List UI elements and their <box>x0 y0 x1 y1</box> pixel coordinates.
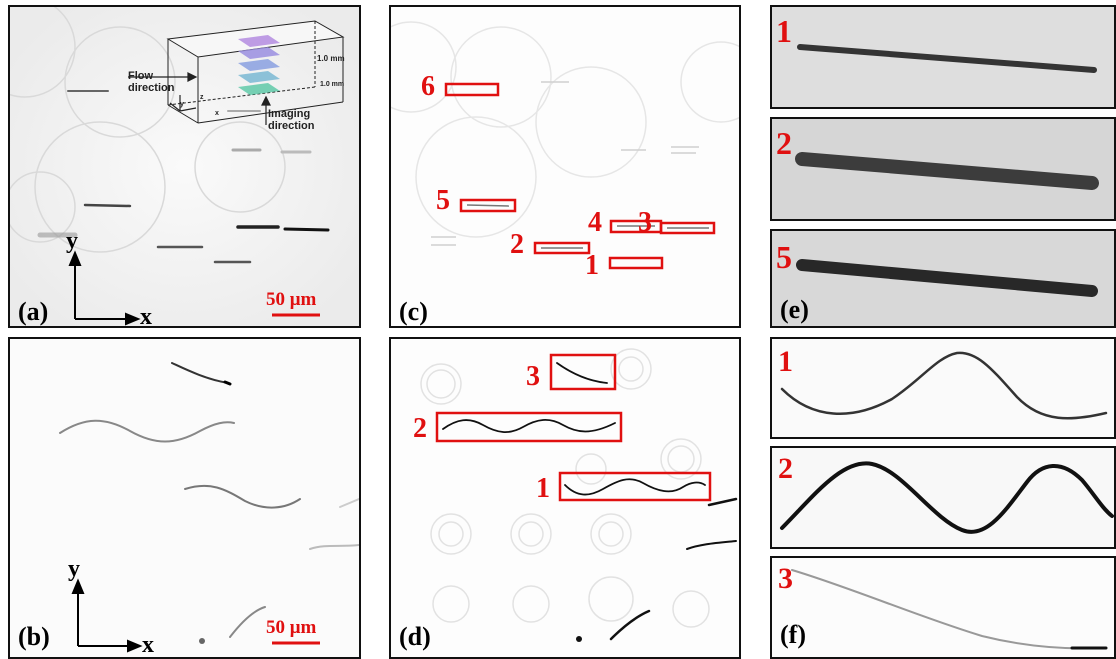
imaging-planes <box>238 35 280 95</box>
box-d-2 <box>435 411 623 443</box>
box-d-label-3: 3 <box>526 361 540 392</box>
box-5 <box>459 198 517 213</box>
tile-f-label-1: 1 <box>778 345 793 378</box>
tile-f-3: 3 <box>770 556 1116 659</box>
box-label-2: 2 <box>510 229 524 260</box>
panel-c-image <box>391 21 739 270</box>
box-label-6: 6 <box>421 71 435 102</box>
box-d-label-2: 2 <box>413 413 427 444</box>
tile-e-label-2: 2 <box>776 125 792 161</box>
tile-f-label-2: 2 <box>778 452 793 485</box>
axis-x-label: x <box>140 304 152 328</box>
tile-e-2: 2 <box>770 117 1116 221</box>
box-6 <box>444 82 500 97</box>
tile-e-5: 5 <box>770 229 1116 328</box>
panel-label-a: (a) <box>18 297 49 326</box>
tile-e-label-5: 5 <box>776 239 792 275</box>
tile-f-1: 1 <box>770 337 1116 439</box>
panel-label-c: (c) <box>399 297 428 326</box>
tile-e-label-1: 1 <box>776 13 792 49</box>
panel-b-image <box>59 362 359 653</box>
box-2 <box>533 241 591 255</box>
panel-label-e: (e) <box>780 295 809 324</box>
panel-b: y x 50 μm (b) <box>8 337 361 659</box>
panel-label-f: (f) <box>780 620 806 649</box>
panel-c: 6 5 4 3 2 1 (c) <box>389 5 741 328</box>
channel-depth-label: 1.0 mm <box>320 81 345 88</box>
box-label-4: 4 <box>588 207 602 238</box>
panel-f: 1 2 3 (f) <box>770 337 1116 659</box>
box-d-1 <box>558 471 712 502</box>
tile-f-label-3: 3 <box>778 562 793 595</box>
box-label-5: 5 <box>436 185 450 216</box>
panel-a: Flow direction Imaging direction 1.0 mm … <box>8 5 361 328</box>
box-3 <box>659 221 716 235</box>
scale-bar-label-b: 50 μm <box>266 617 317 638</box>
box-1 <box>608 256 664 270</box>
axis-x-label-b: x <box>142 632 154 658</box>
axis-y-label-b: y <box>68 556 80 582</box>
panel-e: 1 2 5 (e) <box>770 5 1116 328</box>
box-label-1: 1 <box>585 250 599 281</box>
panel-a-image <box>10 7 359 326</box>
panel-d-image <box>420 348 738 642</box>
box-label-3: 3 <box>638 207 652 238</box>
channel-height-label: 1.0 mm <box>317 54 345 63</box>
panel-d: 3 2 1 (d) <box>389 337 741 659</box>
tile-e-1: 1 <box>770 5 1116 109</box>
tile-f-2: 2 <box>770 446 1116 549</box>
imaging-direction-label: Imaging direction <box>268 108 315 132</box>
flow-direction-label: Flow direction <box>128 70 175 94</box>
box-d-3 <box>549 353 617 391</box>
inset-axis-y: y <box>180 101 184 108</box>
inset-axis-x: x <box>215 110 219 117</box>
panel-label-d: (d) <box>399 622 431 651</box>
box-d-label-1: 1 <box>536 473 550 504</box>
xy-axes <box>68 250 320 326</box>
inset-axis-z: z <box>200 94 204 101</box>
axis-y-label: y <box>66 228 78 254</box>
scale-bar-label: 50 μm <box>266 289 317 310</box>
panel-label-b: (b) <box>18 622 50 651</box>
